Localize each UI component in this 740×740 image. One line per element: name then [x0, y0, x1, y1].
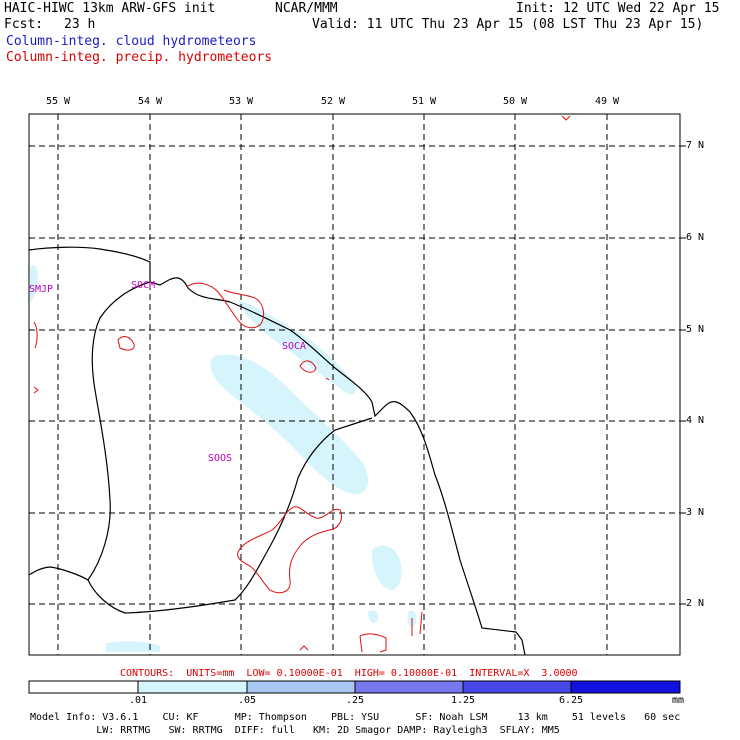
field-precip-label: Column-integ. precip. hydrometeors	[6, 50, 273, 65]
valid-time: Valid: 11 UTC Thu 23 Apr 15 (08 LST Thu …	[312, 17, 704, 32]
lat-label: 3 N	[686, 507, 705, 518]
station-label: SOCA	[282, 341, 307, 352]
legend-unit: mm	[672, 695, 685, 706]
lon-label: 54 W	[137, 96, 163, 107]
station-label: SOOS	[208, 453, 233, 464]
lat-lon-grid	[29, 114, 680, 655]
model-info-line2: LW: RRTMG SW: RRTMG DIFF: full KM: 2D Sm…	[30, 725, 560, 736]
lat-label: 6 N	[686, 232, 705, 243]
station-label: SMJP	[29, 284, 54, 295]
model-info-line1: Model Info: V3.6.1 CU: KF MP: Thompson P…	[30, 712, 681, 723]
org-label: NCAR/MMM	[275, 1, 338, 16]
coastline-borders	[28, 246, 526, 656]
legend-value: .25	[345, 695, 365, 706]
fcst-value: 23 h	[64, 17, 96, 32]
lat-label: 2 N	[686, 598, 705, 609]
plot-title: HAIC-HIWC 13km ARW-GFS init	[4, 1, 216, 16]
field-cloud-label: Column-integ. cloud hydrometeors	[6, 34, 257, 49]
legend-value: 1.25	[450, 695, 476, 706]
lon-label: 51 W	[411, 96, 437, 107]
lon-label: 50 W	[502, 96, 528, 107]
lat-ticks	[680, 145, 686, 605]
legend-value: 6.25	[558, 695, 584, 706]
precip-hydrometeor-contours	[33, 115, 571, 653]
lon-label: 53 W	[228, 96, 254, 107]
cloud-hydrometeor-fill	[30, 265, 417, 652]
legend-value: .01	[128, 695, 148, 706]
legend-value: .05	[237, 695, 257, 706]
fcst-label: Fcst:	[4, 17, 44, 32]
contours-note: CONTOURS: UNITS=mm LOW= 0.10000E-01 HIGH…	[120, 668, 578, 679]
lon-label: 49 W	[594, 96, 620, 107]
map-frame	[28, 113, 681, 656]
lat-label: 4 N	[686, 415, 705, 426]
lon-label: 52 W	[320, 96, 346, 107]
station-label: SOCM	[131, 280, 156, 291]
lat-label: 7 N	[686, 140, 705, 151]
init-time: Init: 12 UTC Wed 22 Apr 15	[516, 1, 720, 16]
lat-label: 5 N	[686, 324, 705, 335]
lon-label: 55 W	[45, 96, 71, 107]
